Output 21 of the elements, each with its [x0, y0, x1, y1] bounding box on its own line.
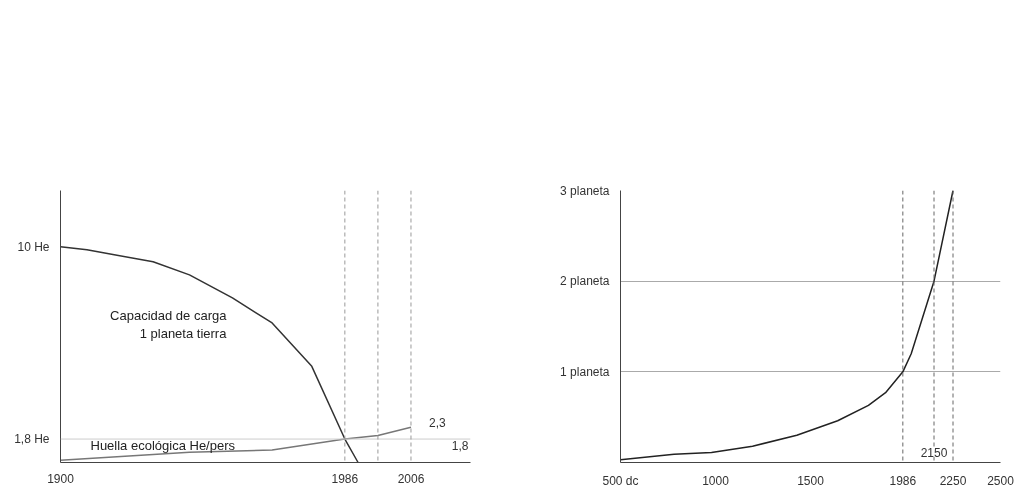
x-tick-label: 2250 [939, 473, 967, 488]
y-tick-label: 1 planeta [560, 364, 610, 379]
x-tick-label: 500 dc [602, 473, 639, 488]
annotation: 2,3 [428, 416, 446, 431]
y-tick-label: 2 planeta [560, 274, 610, 289]
y-tick-label: 1,8 He [14, 432, 50, 447]
line-series [60, 246, 359, 463]
line-series [60, 426, 412, 461]
series-label: Huella ecológica He/pers [90, 438, 236, 454]
series-label: Capacidad de carga 1 planeta tierra [110, 307, 228, 341]
x-tick-label: 1986 [889, 473, 917, 488]
x-tick-label: 1900 [47, 471, 75, 486]
y-tick-label: 10 He [17, 239, 50, 254]
x-tick-label: 1500 [797, 473, 825, 488]
x-tick-label: 2006 [397, 471, 425, 486]
x-tick-label: 2500 [987, 473, 1015, 488]
ref-line-label: 1,8 [451, 439, 469, 454]
x-tick-label: 1000 [702, 473, 730, 488]
x-tick-label: 1986 [331, 471, 359, 486]
ref-line-label: 2150 [920, 445, 948, 460]
y-tick-label: 3 planeta [560, 183, 610, 198]
